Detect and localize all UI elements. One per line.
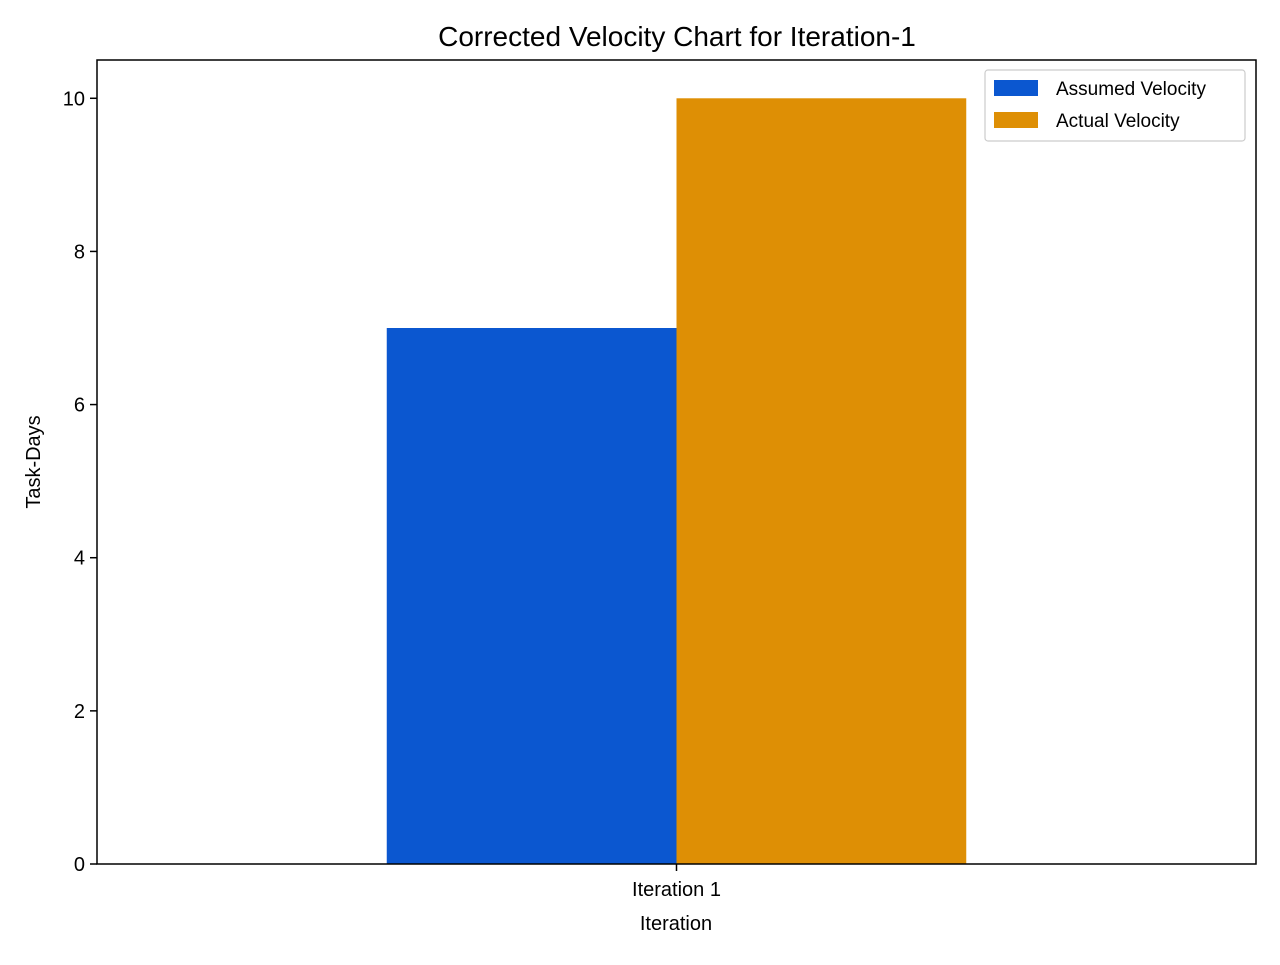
bar-assumed-velocity xyxy=(386,328,677,864)
legend-label: Actual Velocity xyxy=(1056,111,1180,132)
y-axis: 0 2 4 6 8 10 xyxy=(63,88,97,876)
chart-title: Corrected Velocity Chart for Iteration-1 xyxy=(438,21,916,52)
legend: Assumed Velocity Actual Velocity xyxy=(984,69,1246,142)
bar-actual-velocity xyxy=(676,98,967,865)
y-tick-label: 4 xyxy=(74,548,85,570)
y-tick-label: 10 xyxy=(63,88,85,110)
bars-group xyxy=(386,98,967,865)
y-tick-label: 8 xyxy=(74,241,85,263)
legend-swatch xyxy=(994,112,1038,128)
legend-frame xyxy=(984,69,1246,142)
legend-swatch xyxy=(994,80,1038,96)
y-tick-label: 0 xyxy=(74,854,85,876)
y-tick-label: 6 xyxy=(74,395,85,417)
y-tick-label: 2 xyxy=(74,701,85,723)
x-tick-label: Iteration 1 xyxy=(632,879,721,901)
y-axis-label: Task-Days xyxy=(23,415,45,508)
x-axis: Iteration 1 xyxy=(632,864,721,901)
legend-label: Assumed Velocity xyxy=(1056,79,1206,100)
x-axis-label: Iteration xyxy=(640,913,712,935)
